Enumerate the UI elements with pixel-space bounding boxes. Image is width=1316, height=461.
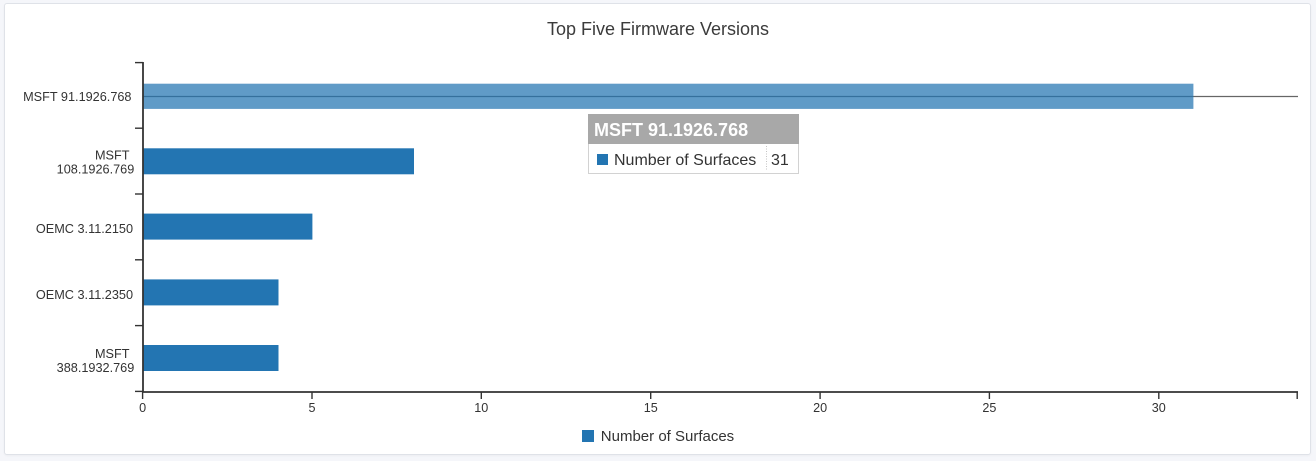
svg-text:20: 20 xyxy=(813,401,827,415)
svg-text:MSFT: MSFT xyxy=(95,149,130,163)
svg-text:0: 0 xyxy=(139,401,146,415)
svg-text:MSFT: MSFT xyxy=(95,347,130,361)
svg-text:5: 5 xyxy=(308,401,315,415)
svg-text:MSFT 91.1926.768: MSFT 91.1926.768 xyxy=(23,90,131,104)
svg-text:10: 10 xyxy=(474,401,488,415)
svg-text:OEMC 3.11.2350: OEMC 3.11.2350 xyxy=(36,288,133,302)
svg-text:15: 15 xyxy=(644,401,658,415)
svg-text:25: 25 xyxy=(982,401,996,415)
svg-text:OEMC 3.11.2150: OEMC 3.11.2150 xyxy=(36,222,133,236)
svg-text:388.1932.769: 388.1932.769 xyxy=(57,361,135,375)
svg-text:30: 30 xyxy=(1152,401,1166,415)
svg-text:108.1926.769: 108.1926.769 xyxy=(57,162,135,176)
